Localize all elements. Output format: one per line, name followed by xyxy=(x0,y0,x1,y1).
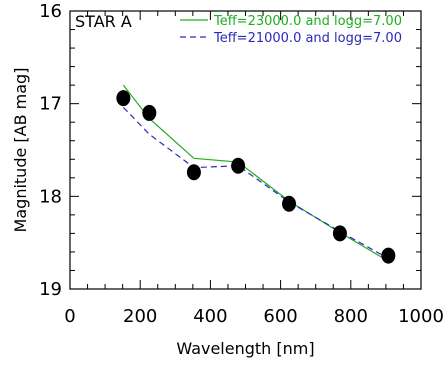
series-line-0 xyxy=(122,84,389,262)
observed-point xyxy=(116,90,131,107)
observed-point xyxy=(231,157,246,174)
observed-point xyxy=(332,225,347,242)
observed-points xyxy=(116,90,396,264)
x-tick-label: 800 xyxy=(334,306,368,327)
observed-point xyxy=(282,195,297,212)
series-lines xyxy=(122,84,389,262)
axis-ticks xyxy=(69,10,422,290)
y-tick-label: 19 xyxy=(39,279,62,300)
legend-entry-teff-23000: Teff=23000.0 and logg=7.00 xyxy=(213,14,402,29)
observed-point xyxy=(186,164,201,181)
observed-point xyxy=(381,247,396,264)
y-tick-label: 17 xyxy=(39,94,62,115)
y-tick-label: 16 xyxy=(39,1,62,22)
legend: Teff=23000.0 and logg=7.00 Teff=21000.0 … xyxy=(180,14,402,46)
x-axis-label: Wavelength [nm] xyxy=(176,339,314,358)
x-tick-label: 200 xyxy=(123,306,157,327)
y-tick-label: 18 xyxy=(39,186,62,207)
tick-labels: 0 200 400 600 800 1000 16 17 18 19 xyxy=(39,1,444,327)
y-axis-label: Magnitude [AB mag] xyxy=(11,68,30,233)
legend-entry-teff-21000: Teff=21000.0 and logg=7.00 xyxy=(213,31,402,46)
observed-point xyxy=(142,104,157,121)
x-tick-label: 400 xyxy=(193,306,227,327)
x-tick-label: 600 xyxy=(263,306,297,327)
star-label: STAR A xyxy=(75,12,132,31)
x-tick-label: 1000 xyxy=(398,306,444,327)
x-tick-label: 0 xyxy=(64,306,75,327)
